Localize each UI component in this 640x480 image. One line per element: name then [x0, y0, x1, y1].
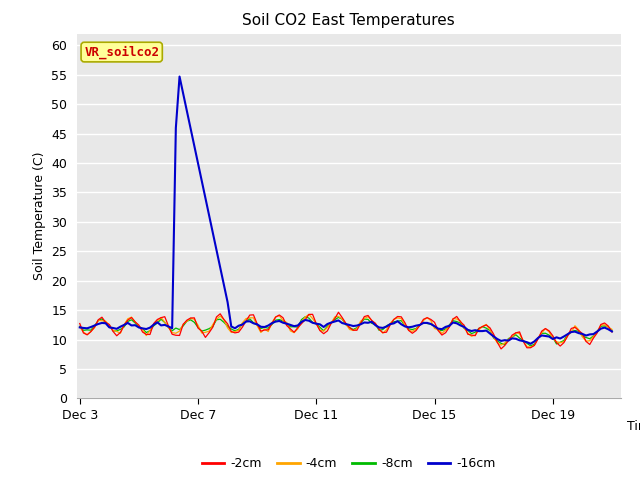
Text: VR_soilco2: VR_soilco2	[84, 46, 159, 59]
Legend: -2cm, -4cm, -8cm, -16cm: -2cm, -4cm, -8cm, -16cm	[197, 452, 501, 475]
X-axis label: Time: Time	[627, 420, 640, 433]
Y-axis label: Soil Temperature (C): Soil Temperature (C)	[33, 152, 45, 280]
Title: Soil CO2 East Temperatures: Soil CO2 East Temperatures	[243, 13, 455, 28]
